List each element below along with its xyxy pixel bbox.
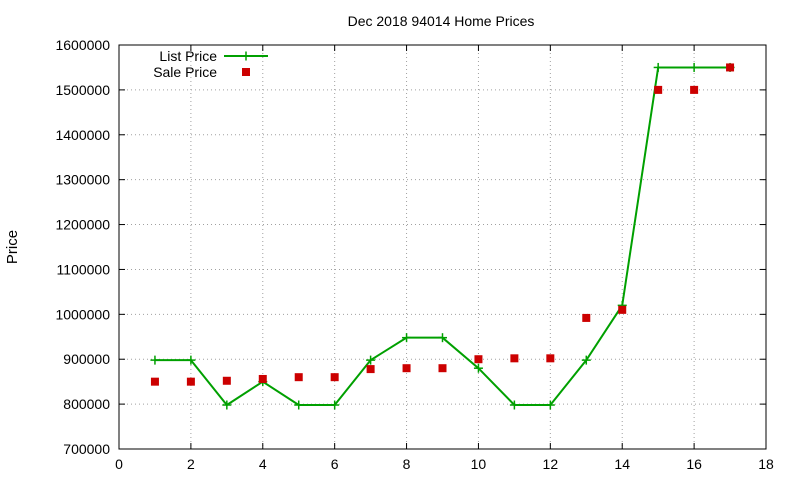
list-price-point	[473, 363, 483, 373]
list-price-point	[581, 355, 591, 365]
sale-price-point	[582, 313, 591, 322]
list-price-point	[438, 333, 447, 343]
list-price-point	[294, 400, 304, 410]
grid	[119, 45, 766, 449]
legend-label: Sale Price	[153, 64, 217, 80]
x-tick-label: 6	[331, 456, 339, 472]
sale-price-point	[546, 354, 555, 363]
list-price-point	[366, 355, 376, 365]
y-tick-label: 1000000	[55, 306, 110, 322]
y-tick-label: 1600000	[55, 37, 110, 53]
sale-price-point	[438, 364, 447, 373]
y-tick-label: 1400000	[55, 127, 110, 143]
list-price-point	[150, 355, 160, 365]
sale-price-point	[150, 377, 159, 386]
sale-price-point	[186, 377, 195, 386]
axis-ticks: 700000 800000 900000 1000000 1100000 1200000 1…	[55, 37, 774, 472]
sale-price-point	[474, 355, 483, 364]
sale-price-point	[294, 373, 303, 382]
y-tick-label: 1500000	[55, 82, 110, 98]
x-tick-label: 4	[259, 456, 267, 472]
list-price-point	[402, 333, 412, 343]
series-sale-price	[150, 63, 735, 386]
x-tick-label: 12	[543, 456, 559, 472]
list-price-point	[222, 400, 232, 410]
x-tick-label: 16	[686, 456, 702, 472]
x-tick-label: 14	[614, 456, 630, 472]
series	[150, 62, 735, 410]
list-price-point	[330, 400, 340, 410]
y-tick-label: 800000	[63, 396, 110, 412]
list-price-point	[186, 355, 196, 365]
list-price-line	[154, 66, 731, 407]
y-tick-label: 900000	[63, 351, 110, 367]
x-tick-label: 0	[115, 456, 123, 472]
list-price-point	[509, 400, 519, 410]
sale-price-point	[330, 373, 339, 382]
x-tick-label: 2	[187, 456, 195, 472]
y-tick-label: 1300000	[55, 172, 110, 188]
list-price-point	[653, 62, 663, 72]
y-tick-label: 1100000	[57, 261, 111, 277]
x-tick-label: 10	[471, 456, 487, 472]
series-list-price	[150, 62, 735, 410]
sale-price-point	[402, 364, 411, 373]
x-tick-label: 8	[403, 456, 411, 472]
sale-price-point	[222, 376, 231, 385]
sale-price-point	[654, 85, 663, 94]
list-price-point	[689, 62, 699, 72]
list-price-point	[545, 400, 555, 410]
legend-label: List Price	[159, 48, 217, 64]
sale-price-point	[726, 63, 735, 72]
legend-point-sample	[241, 51, 251, 61]
y-tick-label: 1200000	[55, 217, 110, 233]
y-tick-label: 700000	[63, 441, 110, 457]
sale-price-point	[690, 85, 699, 94]
sale-price-point	[366, 365, 375, 374]
legend-point-sample	[242, 68, 250, 76]
plot-frame	[118, 44, 767, 450]
chart-title: Dec 2018 94014 Home Prices	[348, 13, 535, 29]
y-axis-label: Price	[4, 230, 21, 264]
sale-price-point	[258, 374, 267, 383]
sale-price-point	[510, 354, 519, 363]
sale-price-point	[618, 305, 627, 314]
x-tick-label: 18	[758, 456, 774, 472]
